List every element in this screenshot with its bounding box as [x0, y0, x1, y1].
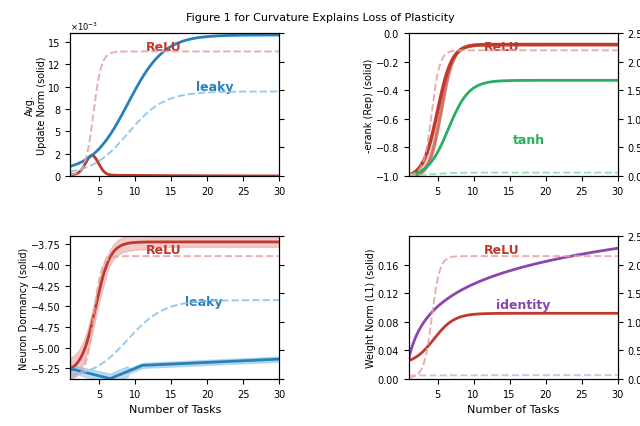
Text: ReLU: ReLU	[145, 244, 181, 256]
Y-axis label: -erank (Rep) (solid): -erank (Rep) (solid)	[364, 58, 374, 153]
Text: leaky: leaky	[196, 81, 233, 94]
Text: leaky: leaky	[185, 295, 223, 308]
Text: identity: identity	[497, 298, 551, 311]
Text: tanh: tanh	[513, 134, 545, 147]
Text: ReLU: ReLU	[484, 244, 520, 256]
Text: ReLU: ReLU	[484, 41, 520, 54]
Y-axis label: Weight Norm (L1) (solid): Weight Norm (L1) (solid)	[366, 248, 376, 368]
Text: Figure 1 for Curvature Explains Loss of Plasticity: Figure 1 for Curvature Explains Loss of …	[186, 13, 454, 23]
Y-axis label: Avg.
Update Norm (solid): Avg. Update Norm (solid)	[26, 56, 47, 155]
Text: $\times10^{-3}$: $\times10^{-3}$	[70, 21, 99, 33]
Text: ReLU: ReLU	[145, 41, 181, 54]
X-axis label: Number of Tasks: Number of Tasks	[467, 404, 559, 414]
X-axis label: Number of Tasks: Number of Tasks	[129, 404, 221, 414]
Y-axis label: Neuron Dormancy (solid): Neuron Dormancy (solid)	[19, 247, 29, 369]
